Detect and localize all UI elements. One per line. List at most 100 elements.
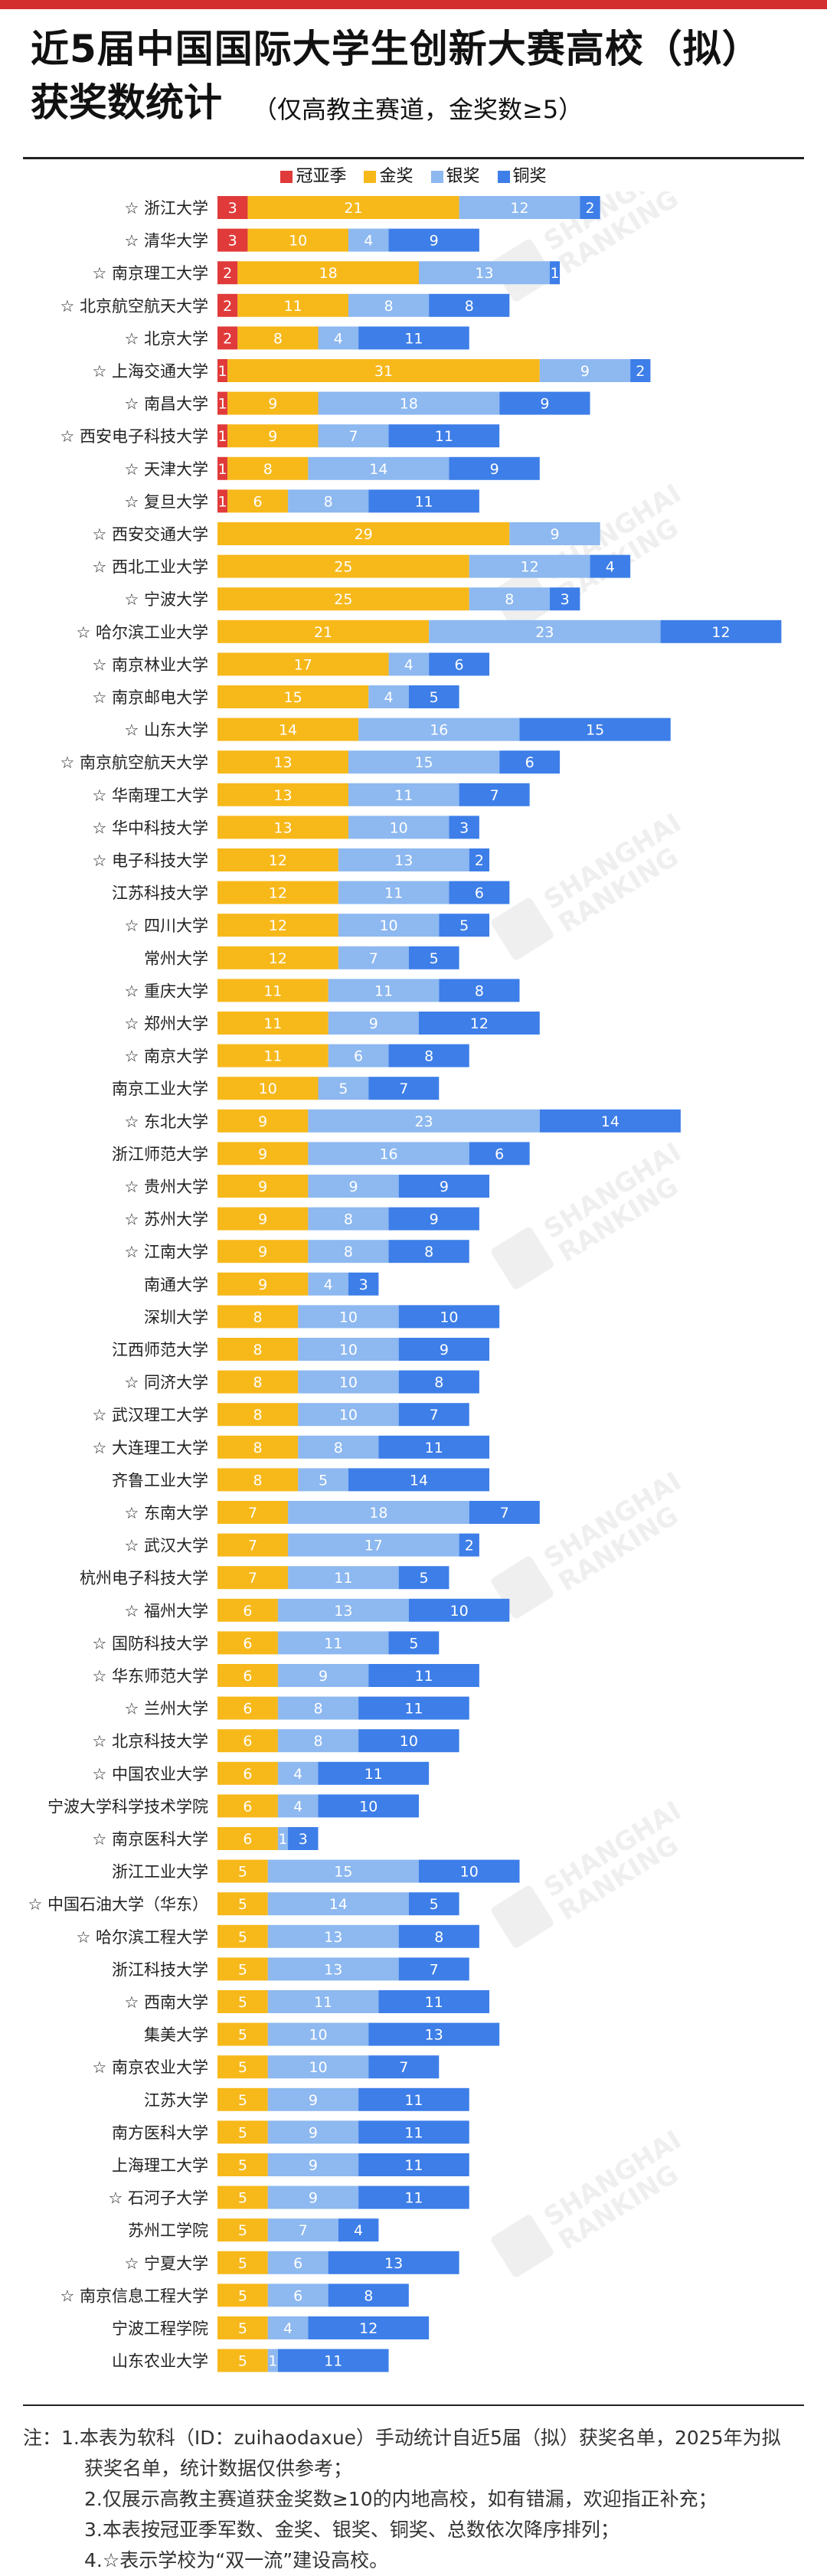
data-label-bronze: 7	[430, 1961, 439, 1978]
data-label-gold: 5	[238, 1896, 247, 1913]
bar-segment-champion	[217, 489, 228, 513]
bar-segment-gold	[217, 1859, 268, 1883]
bar-segment-silver	[338, 848, 469, 871]
bar-segment-gold	[217, 1533, 289, 1557]
bar-row: ☆ 华南理工大学 13 11 7	[92, 783, 530, 806]
bar-segment-gold	[217, 1044, 329, 1067]
data-label-silver: 9	[309, 2092, 318, 2109]
data-label-gold: 6	[243, 1766, 252, 1783]
bar-segment-gold	[217, 1435, 299, 1459]
bar-segment-silver	[308, 1207, 389, 1231]
data-label-gold: 11	[263, 1015, 282, 1032]
data-label-bronze: 2	[636, 363, 645, 380]
bar-row: ☆ 西安电子科技大学 1 9 7 11	[60, 424, 500, 448]
page-title-line2: 获奖数统计	[31, 77, 222, 129]
data-label-bronze: 14	[601, 1113, 619, 1130]
legend-swatch-bronze	[497, 171, 510, 183]
data-label-silver: 11	[314, 1994, 332, 2011]
category-label: ☆ 南京大学	[124, 1048, 208, 1066]
category-label: ☆ 南京航空航天大学	[60, 754, 208, 772]
bar-segment-silver	[318, 1077, 369, 1100]
data-label-champion: 1	[218, 461, 227, 478]
bar-segment-silver	[267, 1924, 399, 1948]
data-label-gold: 5	[238, 2027, 247, 2044]
data-label-gold: 5	[238, 2320, 247, 2337]
data-label-bronze: 2	[475, 852, 484, 869]
bar-segment-gold	[217, 587, 469, 611]
bar-segment-silver	[267, 2055, 369, 2079]
bar-segment-bronze	[469, 848, 490, 871]
bar-segment-gold	[237, 261, 419, 285]
page-title: 近5届中国国际大学生创新大赛高校（拟）	[31, 27, 761, 71]
data-label-bronze: 13	[384, 2255, 403, 2272]
legend-swatch-silver	[430, 171, 443, 183]
data-label-gold: 15	[284, 689, 302, 706]
bar-row: 宁波大学科学技术学院 6 4 10	[47, 1794, 419, 1818]
bar-segment-gold	[217, 718, 359, 741]
data-label-champion: 3	[228, 200, 237, 217]
bar-row: ☆ 天津大学 1 8 14 9	[124, 456, 540, 480]
category-label: ☆ 华中科技大学	[92, 819, 208, 837]
bar-segment-gold	[227, 424, 319, 448]
data-label-gold: 5	[238, 1929, 247, 1946]
data-label-bronze: 11	[425, 1440, 443, 1456]
bar-segment-gold	[217, 2185, 268, 2209]
bar-segment-gold	[217, 1566, 289, 1590]
bar-row: 浙江工业大学 5 15 10	[112, 1859, 520, 1883]
data-label-gold: 5	[238, 2157, 247, 2174]
data-label-gold: 10	[259, 1080, 277, 1097]
bar-row: ☆ 西南大学 5 11 11	[124, 1990, 490, 2013]
bar-row: ☆ 南京信息工程大学 5 6 8	[60, 2283, 409, 2307]
category-label: ☆ 南京理工大学	[92, 264, 208, 283]
bar-row: 南方医科大学 5 9 11	[112, 2120, 469, 2144]
bar-row: ☆ 武汉大学 7 17 2	[124, 1533, 479, 1557]
data-label-gold: 9	[258, 1178, 267, 1195]
bar-segment-gold	[217, 783, 348, 806]
category-label: ☆ 重庆大学	[124, 982, 208, 1000]
data-label-silver: 10	[390, 819, 408, 836]
category-label: ☆ 西北工业大学	[92, 558, 208, 577]
data-label-bronze: 8	[434, 1375, 443, 1391]
bar-segment-silver	[277, 1729, 359, 1753]
bar-row: ☆ 东南大学 7 18 7	[124, 1501, 540, 1524]
data-label-gold: 9	[258, 1113, 267, 1130]
category-label: ☆ 山东大学	[124, 721, 208, 740]
category-label: 南通大学	[144, 1276, 208, 1294]
category-label: ☆ 复旦大学	[124, 492, 208, 511]
data-label-silver: 5	[338, 1080, 348, 1097]
data-label-silver: 10	[309, 2027, 327, 2044]
bar-segment-silver	[298, 1370, 399, 1394]
bar-segment-bronze	[328, 2283, 409, 2307]
category-label: 山东农业大学	[112, 2352, 208, 2371]
bar-row: ☆ 华中科技大学 13 10 3	[92, 816, 479, 839]
data-label-bronze: 11	[404, 2092, 423, 2109]
bar-segment-bronze	[439, 979, 520, 1002]
bar-row: 齐鲁工业大学 8 5 14	[112, 1468, 490, 1492]
data-label-gold: 8	[253, 1309, 263, 1326]
bar-segment-gold	[217, 522, 510, 545]
bar-row: ☆ 北京航空航天大学 2 11 8 8	[60, 293, 510, 317]
bar-segment-gold	[237, 293, 348, 317]
data-label-gold: 5	[238, 2353, 247, 2370]
bar-row: 南京工业大学 10 5 7	[112, 1077, 440, 1100]
data-label-gold: 21	[344, 200, 362, 217]
data-label-silver: 18	[400, 396, 418, 413]
category-label: ☆ 北京航空航天大学	[60, 297, 208, 315]
data-label-bronze: 10	[359, 1798, 378, 1815]
bar-segment-gold	[217, 1403, 299, 1427]
bar-segment-bronze	[459, 783, 530, 806]
data-label-silver: 11	[384, 885, 403, 902]
data-label-silver: 8	[313, 1701, 322, 1718]
legend-item-champion: 冠亚季	[280, 162, 346, 187]
data-label-bronze: 9	[440, 1178, 449, 1195]
data-label-gold: 13	[273, 787, 292, 804]
bar-segment-bronze	[398, 1175, 490, 1198]
bar-segment-bronze	[358, 1729, 459, 1753]
data-label-gold: 6	[243, 1635, 252, 1652]
bar-segment-gold	[217, 554, 469, 578]
data-label-bronze: 11	[324, 2353, 342, 2370]
data-label-silver: 7	[369, 950, 378, 967]
bar-segment-gold	[217, 946, 338, 969]
category-label: ☆ 石河子大学	[108, 2189, 208, 2208]
